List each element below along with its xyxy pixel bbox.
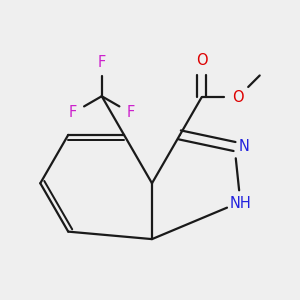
Text: F: F — [127, 106, 135, 121]
Text: O: O — [232, 90, 244, 105]
Text: N: N — [238, 139, 249, 154]
Text: F: F — [69, 106, 77, 121]
Text: F: F — [98, 55, 106, 70]
Text: NH: NH — [230, 196, 251, 211]
Text: O: O — [196, 53, 208, 68]
